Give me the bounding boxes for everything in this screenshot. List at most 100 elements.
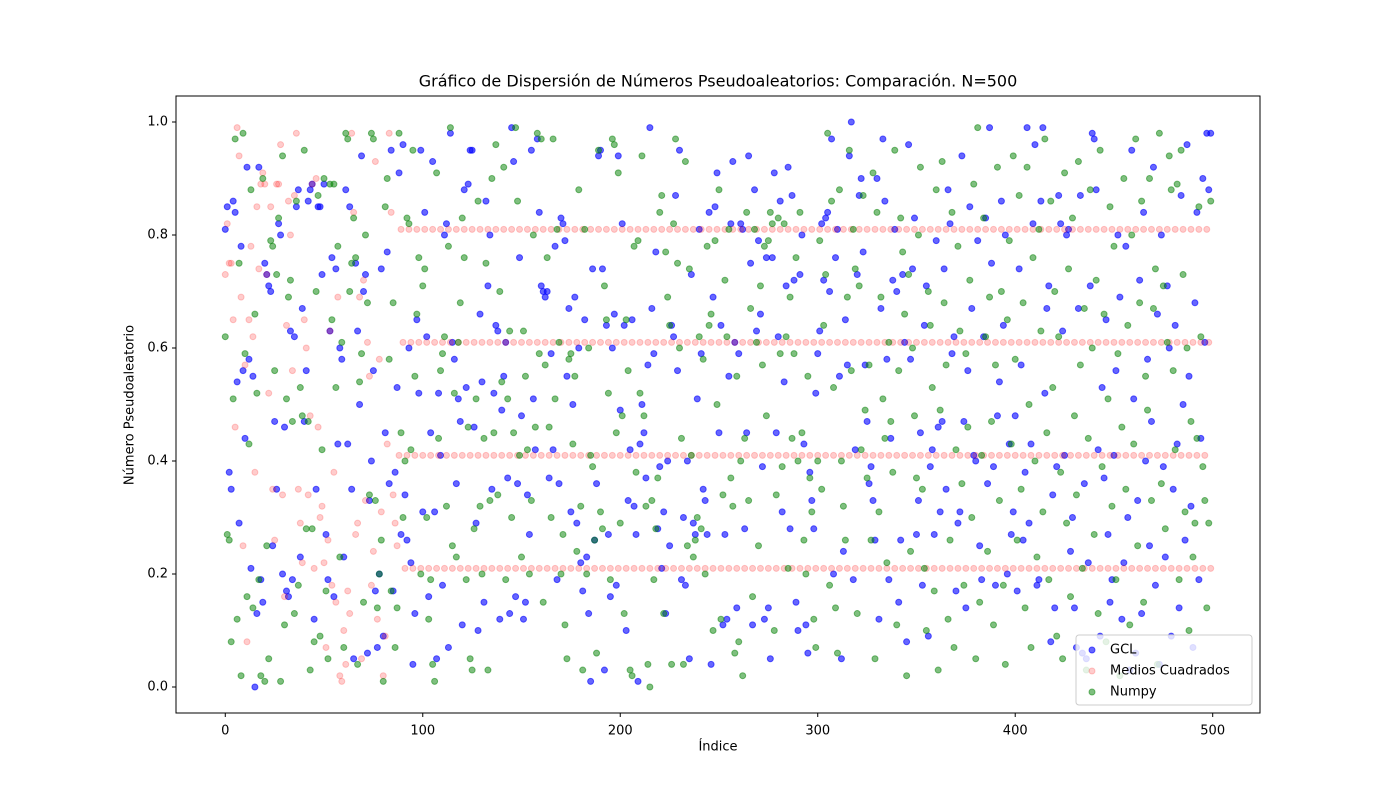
point [1059,327,1067,335]
point [903,638,911,646]
point [790,350,798,358]
point [768,225,776,233]
point [843,564,851,572]
point [237,672,245,680]
point [231,423,239,431]
point [993,163,1001,171]
point [658,564,666,572]
point [786,293,794,301]
point [541,293,549,301]
point [812,389,820,397]
point [877,304,885,312]
point [403,214,411,222]
point [1055,191,1063,199]
point [492,141,500,149]
point [756,310,764,318]
point [539,225,547,233]
point [1203,604,1211,612]
point [1084,225,1092,233]
point [612,429,620,437]
point [265,655,273,663]
point [435,451,443,459]
point [488,485,496,493]
point [798,231,806,239]
point [423,338,431,346]
point [1207,564,1215,572]
point [804,649,812,657]
point [867,463,875,471]
point [510,429,518,437]
point [697,350,705,358]
point [616,519,624,527]
point [502,576,510,584]
point [916,429,924,437]
point [563,225,571,233]
point [419,451,427,459]
point [725,564,733,572]
point [1092,225,1100,233]
point [995,497,1003,505]
point [320,174,328,182]
point [385,129,393,137]
point [322,643,330,651]
point [602,225,610,233]
point [338,338,346,346]
point [415,254,423,262]
point [833,649,841,657]
point [628,316,636,324]
point [284,197,292,205]
point [926,225,934,233]
point [816,225,824,233]
point [1009,508,1017,516]
point [828,564,836,572]
point [448,542,456,550]
point [841,316,849,324]
point [1003,451,1011,459]
point [1027,643,1035,651]
point [1065,225,1073,233]
point [914,231,922,239]
point [1179,401,1187,408]
point [342,186,350,194]
point [1147,225,1155,233]
point [407,338,415,346]
point [679,451,687,459]
point [630,242,638,250]
point [565,304,573,312]
point [1072,564,1080,572]
point [950,225,958,233]
point [936,508,944,516]
point [950,333,958,341]
point [569,440,577,448]
point [269,485,277,493]
point [839,225,847,233]
point [958,480,966,488]
point [778,338,786,346]
point [660,610,668,618]
point [1045,225,1053,233]
point [435,434,443,442]
point [480,564,488,572]
point [547,350,555,358]
point [869,497,877,505]
point [895,367,903,375]
point [1114,350,1122,358]
point [354,519,362,527]
point [423,333,431,341]
point [423,514,431,522]
point [551,242,559,250]
point [401,491,409,499]
point [595,146,603,154]
point [832,254,840,262]
point [1025,401,1033,408]
point [1065,265,1073,273]
point [403,536,411,544]
point [581,225,589,233]
point [1033,553,1041,561]
point [837,457,845,465]
point [924,287,932,295]
point [995,378,1003,386]
point [934,225,942,233]
point [500,225,508,233]
